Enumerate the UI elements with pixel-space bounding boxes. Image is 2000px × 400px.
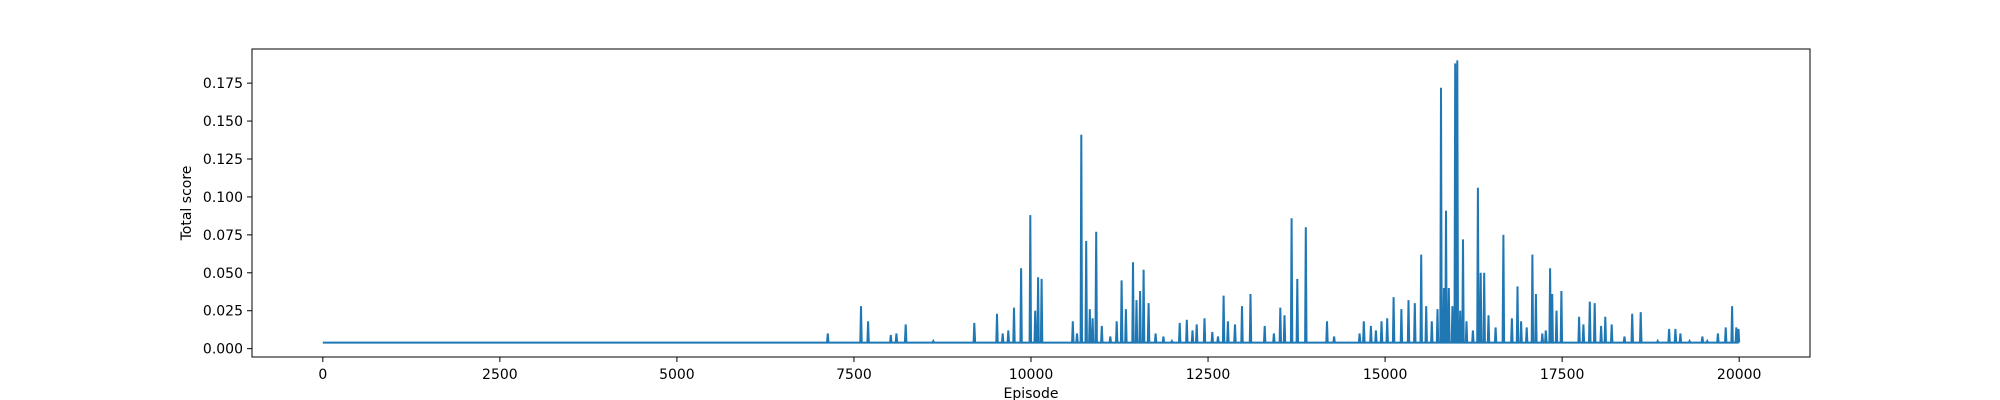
y-tick-label: 0.025: [203, 304, 243, 320]
y-tick-label: 0.175: [203, 76, 243, 92]
x-tick-label: 12500: [1186, 367, 1231, 383]
series-line: [322, 60, 1741, 344]
y-tick-label: 0.150: [203, 114, 243, 130]
y-axis: 0.000 0.025 0.050 0.075 0.100 0.125 0.150 0.175: [203, 76, 252, 358]
x-tick-label: 10000: [1009, 367, 1054, 383]
x-tick-label: 7500: [836, 367, 872, 383]
x-tick-label: 5000: [659, 367, 695, 383]
x-tick-label: 2500: [482, 367, 518, 383]
x-axis-label: Episode: [1004, 386, 1059, 400]
y-tick-label: 0.100: [203, 190, 243, 206]
y-axis-label: Total score: [179, 166, 195, 242]
plot-area: [322, 60, 1741, 344]
y-tick-label: 0.000: [203, 342, 243, 358]
y-tick-label: 0.125: [203, 152, 243, 168]
x-axis: 0 2500 5000 7500 10000 12500 15000 17500 20000: [318, 357, 1761, 383]
x-tick-label: 20000: [1717, 367, 1762, 383]
y-tick-label: 0.050: [203, 266, 243, 282]
x-tick-label: 0: [318, 367, 327, 383]
y-tick-label: 0.075: [203, 228, 243, 244]
x-tick-label: 17500: [1540, 367, 1585, 383]
x-tick-label: 15000: [1363, 367, 1408, 383]
